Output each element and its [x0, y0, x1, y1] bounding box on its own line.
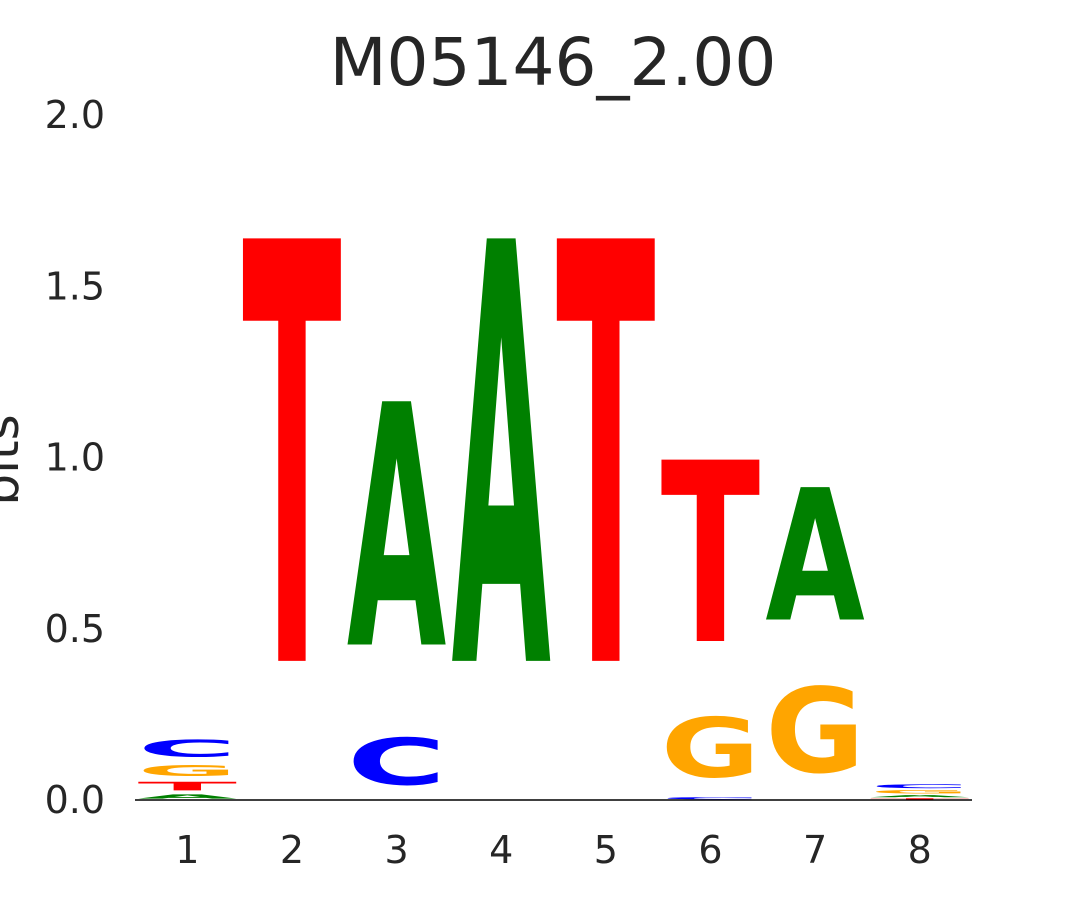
logo-letter-C: C — [347, 726, 446, 801]
logo-letter-T: T — [556, 123, 656, 798]
letter-stack: GA — [765, 452, 864, 800]
logo-letter-C: C — [661, 797, 760, 800]
logo-letter-G: G — [870, 789, 969, 794]
y-tick-label: 1.5 — [45, 264, 105, 308]
letter-stack: A — [451, 124, 551, 799]
x-tick-label: 6 — [698, 828, 722, 872]
logo-letter-C: C — [870, 783, 969, 789]
logo-letter-C: C — [138, 735, 237, 762]
y-tick-label: 0.0 — [45, 778, 105, 822]
x-tick-label: 8 — [908, 828, 932, 872]
x-tick-label: 1 — [175, 828, 199, 872]
letter-stack: CA — [347, 334, 446, 800]
x-tick-label: 5 — [594, 828, 618, 872]
y-axis-label: bits — [0, 414, 30, 505]
letter-stack: T — [242, 123, 342, 798]
logo-letter-G: G — [765, 664, 864, 801]
x-axis: 1 2 3 4 5 6 7 8 — [175, 828, 932, 872]
y-tick-label: 2.0 — [45, 93, 105, 137]
chart-title: M05146_2.00 — [330, 24, 777, 101]
logo-letter-T: T — [138, 780, 237, 794]
y-axis: 0.0 0.5 1.0 1.5 2.0 — [45, 93, 105, 822]
logo-letter-A: A — [347, 334, 446, 723]
logo-letter-A: A — [870, 795, 969, 798]
logo-letter-A: A — [765, 452, 864, 663]
logo-letter-G: G — [661, 702, 760, 797]
logo-letter-G: G — [138, 763, 237, 780]
letter-stack: T — [556, 123, 656, 798]
logo-letter-A: A — [138, 793, 237, 800]
letter-stack: CGT — [661, 412, 760, 800]
x-tick-label: 7 — [803, 828, 827, 872]
logo-letter-T: T — [661, 412, 760, 701]
x-tick-label: 4 — [489, 828, 513, 872]
y-tick-label: 0.5 — [45, 607, 105, 651]
logo-letter-T: T — [242, 123, 342, 798]
y-tick-label: 1.0 — [45, 436, 105, 480]
x-tick-label: 3 — [384, 828, 408, 872]
logo-letter-T: T — [870, 798, 969, 800]
x-tick-label: 2 — [280, 828, 304, 872]
logo-letter-A: A — [451, 124, 551, 799]
